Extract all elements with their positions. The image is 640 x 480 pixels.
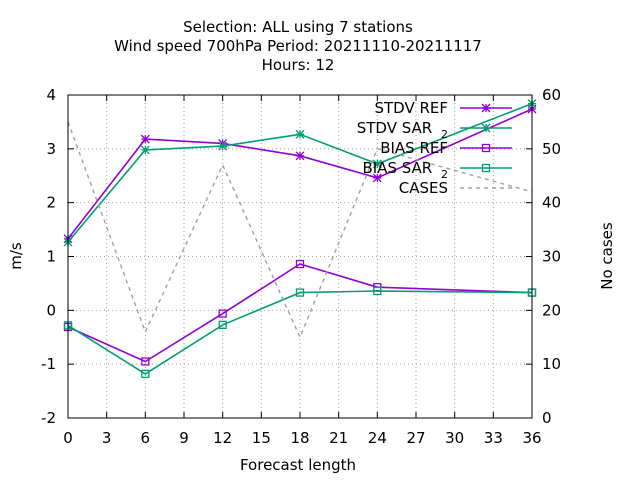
series-point-3: [141, 369, 150, 379]
y-tick-label: -1: [41, 355, 56, 373]
y-tick-label: 4: [46, 86, 56, 104]
legend-label-text: STDV SAR: [357, 119, 432, 137]
y2-tick-label: 0: [542, 409, 552, 427]
y2-tick-label: 60: [542, 86, 561, 104]
series-point-1: [218, 141, 228, 151]
y2-tick-label: 20: [542, 301, 561, 319]
series-point-2: [295, 259, 305, 269]
series-point-3: [295, 288, 305, 297]
chart-title-line-2: Wind speed 700hPa Period: 20211110-20211…: [114, 37, 482, 55]
y2-tick-label: 40: [542, 194, 561, 212]
y2-tick-label: 50: [542, 140, 561, 158]
series-point-1: [295, 129, 305, 139]
y2-tick-label: 30: [542, 248, 561, 266]
series-line-3: [67, 290, 533, 375]
series-point-1: [140, 145, 150, 155]
series-line-4: [67, 121, 533, 340]
x-tick-label: 0: [63, 429, 73, 447]
y-axis-label: m/s: [7, 242, 25, 270]
x-tick-label: 6: [141, 429, 151, 447]
legend-marker-2: [481, 143, 491, 153]
x-tick-label: 24: [368, 429, 387, 447]
series-line-1: [67, 102, 533, 243]
series-layer: [63, 99, 537, 379]
x-tick-label: 27: [406, 429, 425, 447]
x-tick-label: 9: [179, 429, 189, 447]
legend-marker-0: [481, 103, 491, 113]
ticks: 0 3 6 9 12 15 18 21 24 27 30 33 36-2-101234010203040…: [41, 86, 561, 447]
y2-axis-label: No cases: [598, 222, 616, 290]
legend-label-text: STDV REF: [374, 99, 448, 117]
y2-tick-label: 10: [542, 355, 561, 373]
y-tick-label: 3: [46, 140, 56, 158]
legend-label-text: CASES: [399, 179, 448, 197]
legend-label-text: BIAS REF: [380, 139, 448, 157]
legend-label-subscript: 2: [441, 168, 448, 181]
legend-label-1: STDV SAR 2: [357, 119, 448, 141]
x-axis-label: Forecast length: [240, 456, 356, 474]
series-point-0: [140, 134, 150, 144]
chart-title-line-3: Hours: 12: [262, 56, 335, 74]
x-tick-label: 12: [213, 429, 232, 447]
legend-label-4: CASES: [399, 179, 448, 197]
legend-label-text: BIAS SAR: [362, 159, 432, 177]
series-line-2: [67, 263, 533, 363]
series-point-2: [218, 309, 227, 318]
y-tick-label: 0: [46, 301, 56, 319]
legend-marker-3: [481, 163, 491, 173]
series-point-2: [141, 357, 150, 366]
y-tick-label: 2: [46, 194, 56, 212]
x-tick-label: 15: [252, 429, 271, 447]
x-tick-label: 36: [522, 429, 541, 447]
chart-title-line-1: Selection: ALL using 7 stations: [183, 18, 413, 36]
series-point-3: [218, 320, 227, 330]
y-tick-label: -2: [41, 409, 56, 427]
legend-label-subscript: 2: [441, 128, 448, 141]
series-line-0: [67, 108, 533, 240]
series-point-3: [373, 286, 382, 296]
x-tick-label: 18: [290, 429, 309, 447]
legend-marker-1: [481, 123, 491, 133]
grid: [68, 95, 532, 418]
series-point-0: [372, 173, 382, 183]
x-tick-label: 30: [445, 429, 464, 447]
x-tick-label: 3: [102, 429, 112, 447]
x-tick-label: 21: [329, 429, 348, 447]
y-tick-label: 1: [46, 248, 56, 266]
x-tick-label: 33: [484, 429, 503, 447]
series-point-0: [295, 151, 305, 161]
legend-label-2: BIAS REF: [380, 139, 448, 157]
legend-label-0: STDV REF: [374, 99, 448, 117]
legend-label-3: BIAS SAR 2: [362, 159, 448, 181]
series-point-1: [372, 159, 382, 169]
